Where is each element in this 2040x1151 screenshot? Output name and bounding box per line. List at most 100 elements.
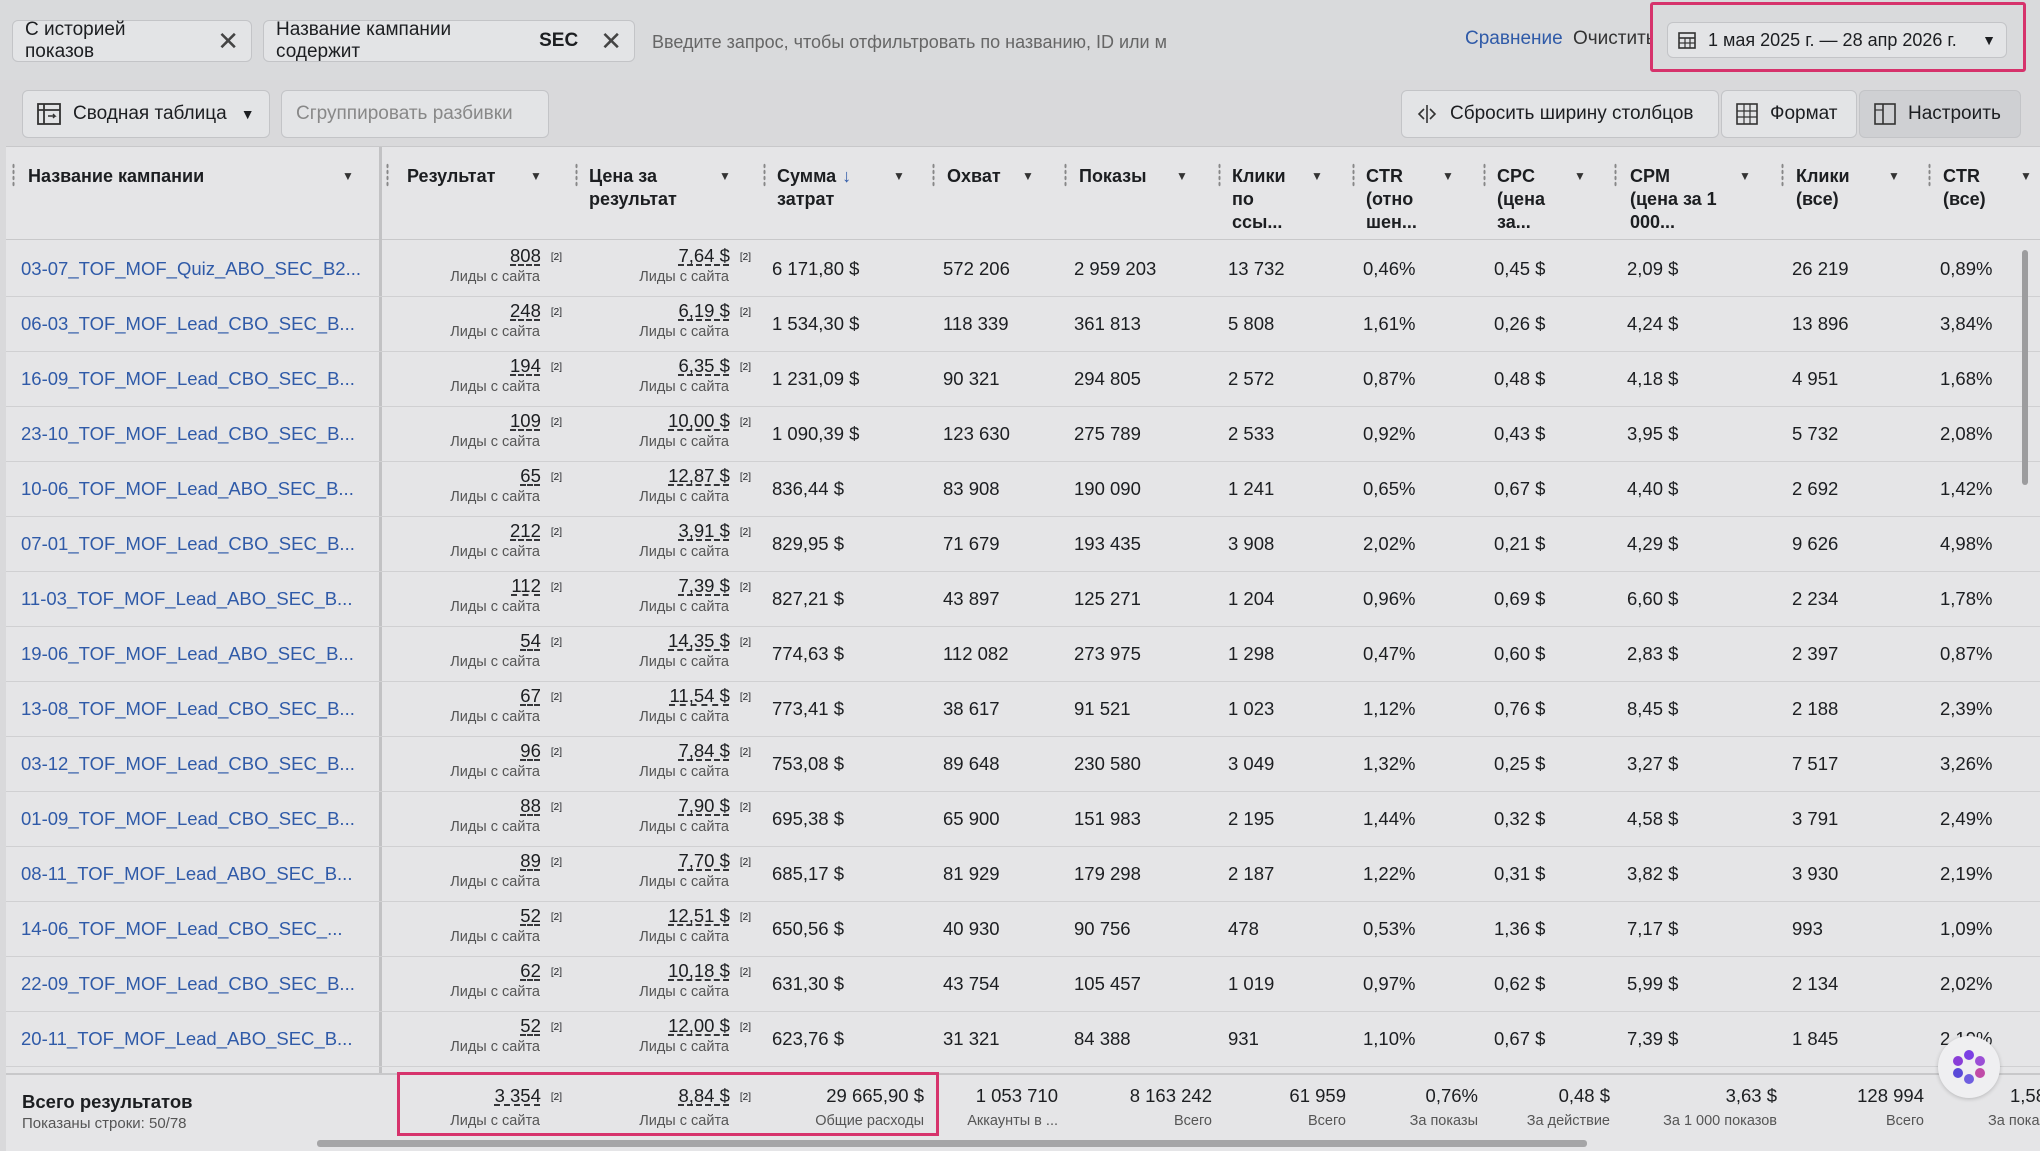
close-icon[interactable]: ✕ xyxy=(217,26,239,56)
table-row[interactable]: 19-06_TOF_MOF_Lead_ABO_SEC_B... 54 [2] Лиды… xyxy=(6,626,2040,682)
column-header-impressions[interactable]: Показы xyxy=(1079,165,1147,188)
column-header-clicks-all[interactable]: Клики (все) xyxy=(1796,165,1850,211)
compare-link[interactable]: Сравнение xyxy=(1465,28,1563,49)
total-impressions: 8 163 242 Всего xyxy=(1130,1085,1212,1129)
column-resize-handle[interactable] xyxy=(1614,163,1617,187)
filter-chip-history[interactable]: С историей показов ✕ xyxy=(12,19,252,62)
table-row[interactable]: 08-11_TOF_MOF_Lead_ABO_SEC_B... 89 [2] Лиды… xyxy=(6,846,2040,902)
result-type-label: Лиды с сайта xyxy=(639,819,729,835)
column-resize-handle[interactable] xyxy=(763,163,766,187)
campaign-name-link[interactable]: 19-06_TOF_MOF_Lead_ABO_SEC_B... xyxy=(21,643,354,664)
column-resize-handle[interactable] xyxy=(1928,163,1931,187)
campaign-name-link[interactable]: 01-09_TOF_MOF_Lead_CBO_SEC_B... xyxy=(21,808,355,829)
result-footnote: [2] xyxy=(550,582,562,593)
pivot-table-button[interactable]: Сводная таблица ▼ xyxy=(22,90,270,138)
column-resize-handle[interactable] xyxy=(1064,163,1067,187)
column-header-reach[interactable]: Охват xyxy=(947,165,1001,188)
campaign-name-link[interactable]: 16-09_TOF_MOF_Lead_CBO_SEC_B... xyxy=(21,368,355,389)
campaign-name-link[interactable]: 20-11_TOF_MOF_Lead_ABO_SEC_B... xyxy=(21,1028,353,1049)
column-header-campaign-name[interactable]: Название кампании xyxy=(28,165,204,188)
date-range-picker[interactable]: 1 мая 2025 г. — 28 апр 2026 г. ▼ xyxy=(1667,22,2007,58)
total-cpc-value: 0,48 $ xyxy=(1558,1085,1610,1106)
vertical-scrollbar[interactable] xyxy=(2022,250,2028,485)
filter-chip-campaign-name[interactable]: Название кампании содержит SEC ✕ xyxy=(263,19,635,62)
clear-link[interactable]: Очистить xyxy=(1573,28,1653,49)
column-header-spend[interactable]: Сумма ↓ затрат xyxy=(777,165,851,211)
chevron-down-icon[interactable]: ▼ xyxy=(1022,169,1034,183)
cost-per-result-cell: 11,54 $ [2] Лиды с сайта xyxy=(639,685,751,725)
table-row[interactable]: 20-11_TOF_MOF_Lead_ABO_SEC_B... 52 [2] Лиды… xyxy=(6,1011,2040,1067)
campaign-name-link[interactable]: 11-03_TOF_MOF_Lead_ABO_SEC_B... xyxy=(21,588,353,609)
column-header-link-clicks[interactable]: Клики по ссы... xyxy=(1232,165,1286,234)
ctr-cell: 0,53% xyxy=(1363,918,1416,939)
campaign-name-link[interactable]: 07-01_TOF_MOF_Lead_CBO_SEC_B... xyxy=(21,533,355,554)
chevron-down-icon[interactable]: ▼ xyxy=(530,169,542,183)
column-resize-handle[interactable] xyxy=(575,163,578,187)
column-resize-handle[interactable] xyxy=(1781,163,1784,187)
result-cell-value: 212 xyxy=(510,520,541,541)
column-header-ctr[interactable]: CTR (отно шен... xyxy=(1366,165,1417,234)
link-clicks-cell: 1 241 xyxy=(1228,478,1275,499)
customize-button[interactable]: Настроить xyxy=(1859,90,2021,138)
campaign-name-link[interactable]: 14-06_TOF_MOF_Lead_CBO_SEC_... xyxy=(21,918,343,939)
table-row[interactable]: 22-09_TOF_MOF_Lead_CBO_SEC_B... 62 [2] Лиды… xyxy=(6,956,2040,1012)
assistant-button[interactable] xyxy=(1938,1036,2000,1098)
table-row[interactable]: 16-09_TOF_MOF_Lead_CBO_SEC_B... 194 [2] Лид… xyxy=(6,351,2040,407)
column-resize-handle[interactable] xyxy=(932,163,935,187)
campaign-name-link[interactable]: 10-06_TOF_MOF_Lead_ABO_SEC_B... xyxy=(21,478,354,499)
clicks-all-cell: 2 188 xyxy=(1792,698,1839,719)
chevron-down-icon[interactable]: ▼ xyxy=(1739,169,1751,183)
format-button[interactable]: Формат xyxy=(1721,90,1857,138)
campaign-name-link[interactable]: 13-08_TOF_MOF_Lead_CBO_SEC_B... xyxy=(21,698,355,719)
campaign-name-link[interactable]: 22-09_TOF_MOF_Lead_CBO_SEC_B... xyxy=(21,973,355,994)
group-breakdowns-button[interactable]: Сгруппировать разбивки xyxy=(281,90,549,138)
chevron-down-icon[interactable]: ▼ xyxy=(1176,169,1188,183)
table-row[interactable]: 23-10_TOF_MOF_Lead_CBO_SEC_B... 109 [2] Лид… xyxy=(6,406,2040,462)
column-header-label: по xyxy=(1232,189,1254,209)
column-resize-handle[interactable] xyxy=(1483,163,1486,187)
close-icon[interactable]: ✕ xyxy=(600,26,622,56)
chevron-down-icon[interactable]: ▼ xyxy=(1311,169,1323,183)
chevron-down-icon[interactable]: ▼ xyxy=(1442,169,1454,183)
table-row[interactable]: 11-03_TOF_MOF_Lead_ABO_SEC_B... 112 [2] Лид… xyxy=(6,571,2040,627)
result-cell-value: 248 xyxy=(510,300,541,321)
column-header-cost-per-result[interactable]: Цена за результат xyxy=(589,165,677,211)
campaign-name-link[interactable]: 03-12_TOF_MOF_Lead_CBO_SEC_B... xyxy=(21,753,355,774)
chevron-down-icon[interactable]: ▼ xyxy=(1888,169,1900,183)
table-row[interactable]: 13-08_TOF_MOF_Lead_CBO_SEC_B... 67 [2] Лиды… xyxy=(6,681,2040,737)
table-row[interactable]: 14-06_TOF_MOF_Lead_CBO_SEC_... 52 [2] Лиды … xyxy=(6,901,2040,957)
cpc-cell: 0,48 $ xyxy=(1494,368,1546,389)
chevron-down-icon[interactable]: ▼ xyxy=(893,169,905,183)
column-header-ctr-all[interactable]: CTR (все) xyxy=(1943,165,1986,211)
column-resize-handle[interactable] xyxy=(386,163,389,187)
ctr-all-cell: 2,49% xyxy=(1940,808,1993,829)
search-input[interactable] xyxy=(650,22,1174,62)
campaign-name-link[interactable]: 06-03_TOF_MOF_Lead_CBO_SEC_B... xyxy=(21,313,355,334)
table-row[interactable]: 07-01_TOF_MOF_Lead_CBO_SEC_B... 212 [2] Лид… xyxy=(6,516,2040,572)
table-row[interactable]: 03-07_TOF_MOF_Quiz_ABO_SEC_B2... 808 [2] Ли… xyxy=(6,241,2040,297)
cpm-cell: 6,60 $ xyxy=(1627,588,1679,609)
horizontal-scrollbar[interactable] xyxy=(317,1140,1587,1147)
campaign-name-link[interactable]: 23-10_TOF_MOF_Lead_CBO_SEC_B... xyxy=(21,423,355,444)
reset-column-width-button[interactable]: Сбросить ширину столбцов xyxy=(1401,90,1719,138)
column-resize-handle[interactable] xyxy=(1352,163,1355,187)
ctr-cell: 1,22% xyxy=(1363,863,1416,884)
totals-title: Всего результатов xyxy=(22,1091,193,1112)
chevron-down-icon[interactable]: ▼ xyxy=(719,169,731,183)
column-header-cpc[interactable]: CPC (цена за... xyxy=(1497,165,1545,234)
chevron-down-icon[interactable]: ▼ xyxy=(2020,169,2032,183)
chevron-down-icon[interactable]: ▼ xyxy=(342,169,354,183)
column-resize-handle[interactable] xyxy=(12,163,15,187)
ctr-cell: 1,44% xyxy=(1363,808,1416,829)
campaign-name-link[interactable]: 08-11_TOF_MOF_Lead_ABO_SEC_B... xyxy=(21,863,353,884)
filter-bar: С историей показов ✕ Название кампании с… xyxy=(0,0,2040,80)
table-row[interactable]: 01-09_TOF_MOF_Lead_CBO_SEC_B... 88 [2] Лиды… xyxy=(6,791,2040,847)
chevron-down-icon[interactable]: ▼ xyxy=(1574,169,1586,183)
column-header-cpm[interactable]: CPM (цена за 1 000... xyxy=(1630,165,1717,234)
campaign-name-link[interactable]: 03-07_TOF_MOF_Quiz_ABO_SEC_B2... xyxy=(21,258,362,279)
column-header-result[interactable]: Результат xyxy=(407,165,495,188)
table-row[interactable]: 03-12_TOF_MOF_Lead_CBO_SEC_B... 96 [2] Лиды… xyxy=(6,736,2040,792)
table-row[interactable]: 10-06_TOF_MOF_Lead_ABO_SEC_B... 65 [2] Лиды… xyxy=(6,461,2040,517)
table-row[interactable]: 06-03_TOF_MOF_Lead_CBO_SEC_B... 248 [2] Лид… xyxy=(6,296,2040,352)
column-resize-handle[interactable] xyxy=(1218,163,1221,187)
